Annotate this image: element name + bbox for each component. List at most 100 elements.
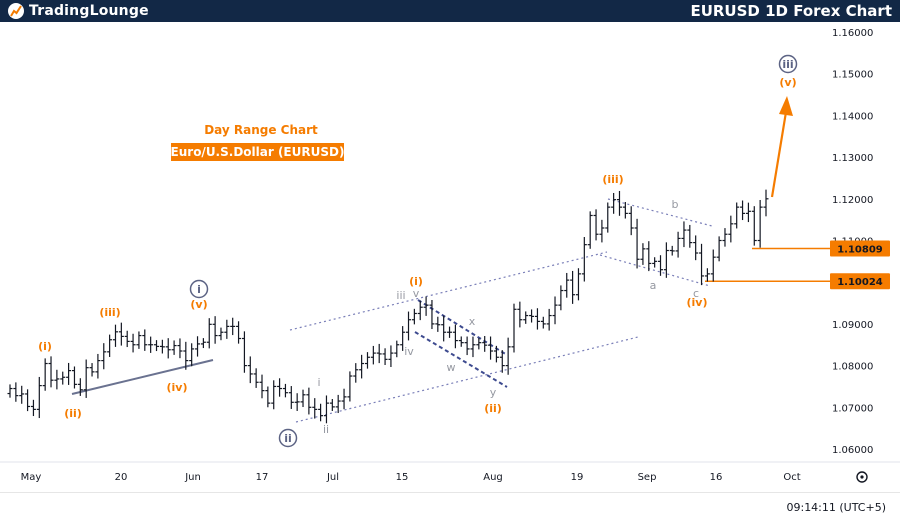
wave-label[interactable]: (iii) (99, 306, 120, 319)
ohlc-bar[interactable] (616, 190, 622, 216)
ohlc-bar[interactable] (107, 334, 113, 357)
price-chart[interactable]: 1.160001.150001.140001.130001.120001.110… (0, 22, 900, 492)
ohlc-bar[interactable] (534, 308, 540, 330)
ohlc-bar[interactable] (130, 333, 136, 353)
ohlc-bar[interactable] (470, 336, 476, 358)
ohlc-bar[interactable] (587, 211, 593, 249)
ohlc-bar[interactable] (136, 331, 142, 349)
wave-label[interactable]: ii (323, 423, 329, 436)
ohlc-bar[interactable] (564, 272, 570, 298)
ohlc-bar[interactable] (36, 376, 42, 419)
ohlc-bar[interactable] (447, 326, 453, 338)
ohlc-bar[interactable] (329, 399, 335, 412)
price-level-badge[interactable]: 1.10809 (830, 240, 890, 257)
ohlc-bar[interactable] (177, 338, 183, 359)
ohlc-bar[interactable] (599, 219, 605, 243)
ohlc-bar[interactable] (669, 245, 675, 256)
ohlc-bar[interactable] (640, 243, 646, 265)
ohlc-bar[interactable] (710, 249, 716, 282)
ohlc-bar[interactable] (19, 385, 25, 404)
wave-label[interactable]: iv (404, 345, 414, 358)
ohlc-bar[interactable] (206, 318, 212, 349)
ohlc-bar[interactable] (511, 303, 517, 353)
abc-channel-upper[interactable] (607, 198, 713, 227)
wave-label[interactable]: iii (396, 289, 405, 302)
ohlc-bar[interactable] (364, 352, 370, 369)
ohlc-bar[interactable] (101, 343, 107, 370)
wave-label[interactable]: (iii) (602, 173, 623, 186)
wave-label[interactable]: x (469, 315, 476, 328)
ohlc-bar[interactable] (200, 338, 206, 349)
ohlc-bar[interactable] (464, 336, 470, 356)
ohlc-bar[interactable] (499, 350, 505, 373)
ohlc-bar[interactable] (7, 384, 13, 398)
ohlc-bar[interactable] (476, 338, 482, 350)
ohlc-bar[interactable] (71, 366, 77, 389)
ohlc-bar[interactable] (605, 202, 611, 233)
ohlc-bar[interactable] (646, 241, 652, 272)
ohlc-bar[interactable] (505, 337, 511, 375)
wave-label[interactable]: (i) (409, 275, 423, 288)
ohlc-bar[interactable] (189, 343, 195, 367)
ohlc-bar[interactable] (681, 221, 687, 248)
ohlc-bar[interactable] (740, 200, 746, 221)
ohlc-bar[interactable] (30, 399, 36, 417)
ohlc-bar[interactable] (704, 268, 710, 282)
ohlc-bar[interactable] (142, 329, 148, 351)
ohlc-bar[interactable] (540, 316, 546, 329)
ohlc-bar[interactable] (271, 380, 277, 410)
ohlc-bar[interactable] (183, 341, 189, 370)
lower-channel-line[interactable] (295, 336, 639, 423)
ohlc-bar[interactable] (335, 394, 341, 414)
ohlc-bar[interactable] (241, 331, 247, 373)
ohlc-bar[interactable] (312, 398, 318, 419)
ohlc-bar[interactable] (728, 215, 734, 243)
ohlc-bar[interactable] (265, 386, 271, 408)
price-level-badge[interactable]: 1.10024 (830, 273, 890, 290)
wxy-channel-lower[interactable] (414, 331, 508, 388)
ohlc-bar[interactable] (693, 235, 699, 261)
ohlc-bar[interactable] (675, 231, 681, 258)
ohlc-bar[interactable] (282, 383, 288, 398)
ohlc-bar[interactable] (195, 336, 201, 357)
ohlc-bar[interactable] (247, 356, 253, 384)
ohlc-bar[interactable] (376, 343, 382, 364)
ohlc-bar[interactable] (417, 300, 423, 321)
wave-label[interactable]: (ii) (484, 402, 502, 415)
wave-label[interactable]: ii (278, 428, 298, 448)
ohlc-bar[interactable] (159, 339, 165, 354)
ohlc-bar[interactable] (429, 299, 435, 330)
logo[interactable]: TradingLounge (8, 1, 149, 21)
wave-label[interactable]: a (650, 279, 657, 292)
ohlc-bar[interactable] (370, 345, 376, 365)
ohlc-bar[interactable] (294, 393, 300, 411)
ohlc-bar[interactable] (218, 327, 224, 341)
ohlc-bar[interactable] (406, 311, 412, 341)
wave-label[interactable]: w (447, 361, 456, 374)
ohlc-bar[interactable] (716, 236, 722, 262)
ohlc-bar[interactable] (411, 308, 417, 325)
ohlc-bar[interactable] (288, 386, 294, 409)
ohlc-bar[interactable] (529, 309, 535, 323)
ohlc-bar[interactable] (493, 345, 499, 363)
ohlc-bar[interactable] (230, 317, 236, 336)
ohlc-bar[interactable] (546, 308, 552, 331)
ohlc-bar[interactable] (306, 387, 312, 415)
ohlc-bar[interactable] (388, 345, 394, 368)
ohlc-bar[interactable] (66, 362, 72, 385)
wave-label[interactable]: i (317, 376, 320, 389)
wxy-channel-upper[interactable] (417, 299, 508, 356)
ohlc-bar[interactable] (13, 382, 19, 402)
ohlc-bar[interactable] (253, 368, 259, 388)
ohlc-bar[interactable] (622, 202, 628, 219)
ohlc-bar[interactable] (353, 363, 359, 383)
ohlc-bar[interactable] (347, 371, 353, 402)
ohlc-bar[interactable] (593, 209, 599, 241)
abc-channel-lower[interactable] (599, 254, 711, 287)
ohlc-bar[interactable] (570, 270, 576, 304)
ohlc-bar[interactable] (652, 257, 658, 268)
ohlc-bar[interactable] (236, 321, 242, 344)
wave-label[interactable]: (i) (38, 340, 52, 353)
ohlc-bar[interactable] (148, 336, 154, 353)
ohlc-bar[interactable] (25, 389, 31, 412)
